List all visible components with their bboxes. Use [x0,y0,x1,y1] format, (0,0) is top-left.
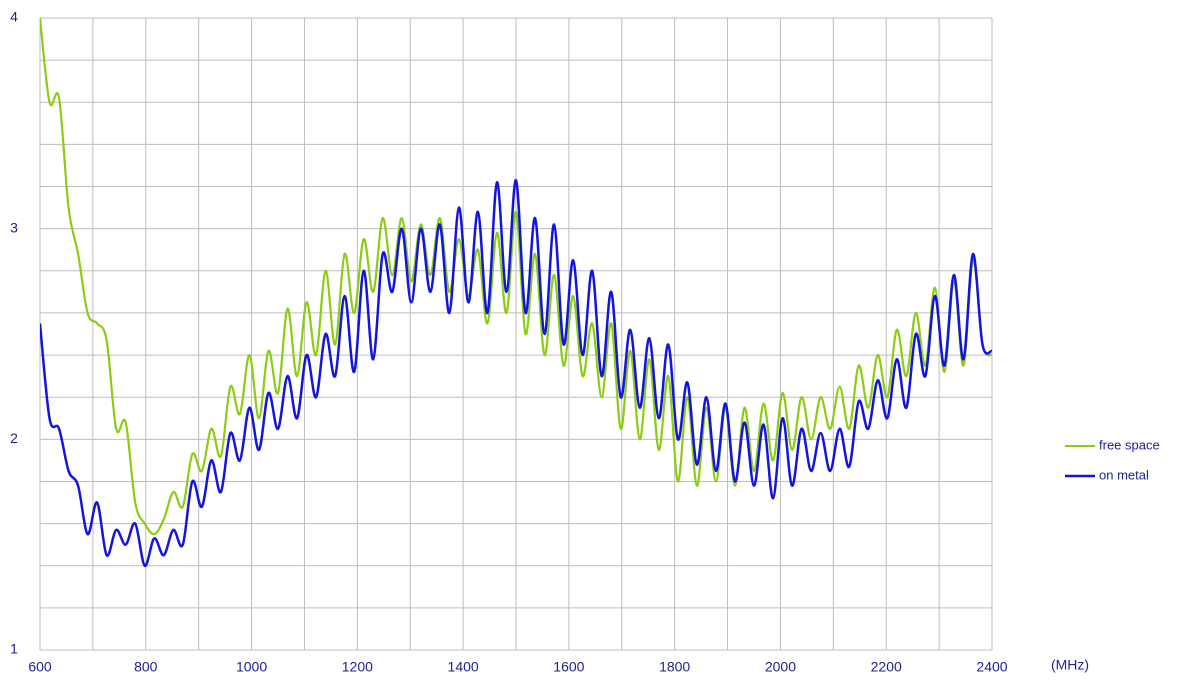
x-tick-label: 2400 [976,659,1007,675]
x-tick-label: 1200 [342,659,373,675]
x-tick-label: 600 [28,659,52,675]
y-tick-label: 3 [10,219,18,235]
x-axis-label: (MHz) [1051,657,1089,673]
x-tick-label: 1800 [659,659,690,675]
y-tick-label: 2 [10,430,18,446]
legend: free space on metal [1065,437,1160,482]
y-tick-label: 1 [10,641,18,657]
x-tick-label: 2000 [765,659,796,675]
series-line [40,17,992,536]
legend-label: on metal [1099,467,1149,482]
series-line [40,178,992,567]
x-tick-label: 800 [134,659,158,675]
y-tick-label: 4 [10,9,18,25]
legend-label: free space [1099,437,1160,452]
x-tick-label: 1600 [553,659,584,675]
x-tick-label: 1000 [236,659,267,675]
x-tick-label: 2200 [871,659,902,675]
x-tick-label: 1400 [448,659,479,675]
